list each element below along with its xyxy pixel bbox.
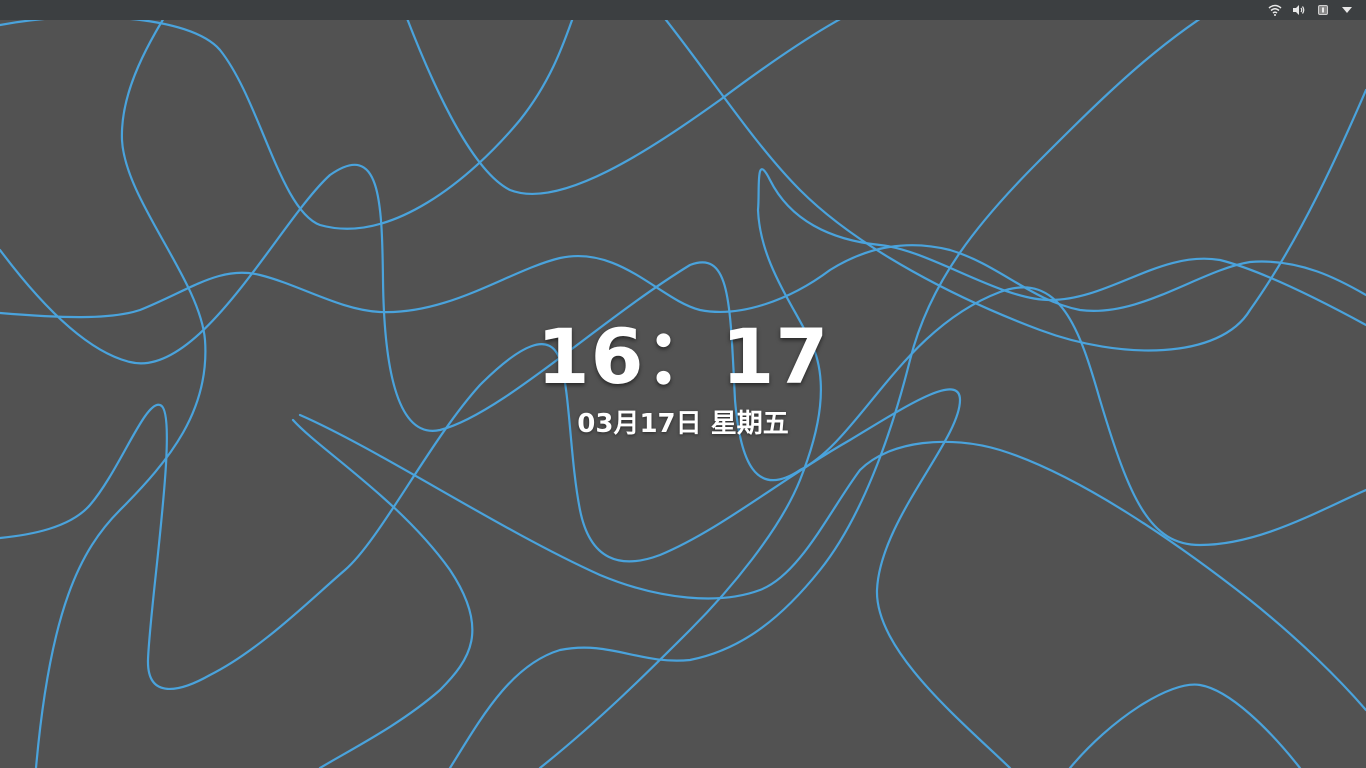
system-tray xyxy=(1268,3,1366,17)
top-panel xyxy=(0,0,1366,20)
clock-time: 16：17 xyxy=(536,312,830,401)
volume-icon[interactable] xyxy=(1292,3,1306,17)
menu-arrow-icon[interactable] xyxy=(1340,3,1354,17)
lock-screen-clock: 16：17 03月17日 星期五 xyxy=(0,312,1366,442)
wifi-icon[interactable] xyxy=(1268,3,1282,17)
battery-icon[interactable] xyxy=(1316,3,1330,17)
clock-date: 03月17日 星期五 xyxy=(577,409,789,439)
